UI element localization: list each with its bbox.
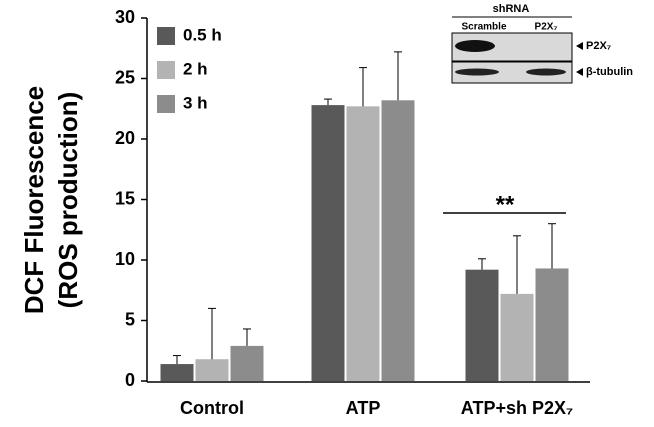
blot-band [455,68,499,76]
band-label: β-tubulin [586,66,633,78]
y-axis-label: (ROS production) [53,92,83,309]
bar [311,105,345,382]
bar [346,106,380,381]
blot-band [455,40,495,52]
blot-inset: shRNA Scramble P2X₇ P2X₇ β-tubulin [451,3,633,84]
bar [195,359,229,381]
y-tick-label: 0 [125,370,135,390]
y-tick-label: 30 [115,7,135,27]
arrow [576,68,583,76]
x-tick-label: ATP [346,398,381,418]
legend-label: 0.5 h [183,25,222,44]
bar [160,364,194,381]
legend-label: 3 h [183,93,208,112]
bar [381,100,415,381]
x-tick-label: Control [180,398,244,418]
bar [535,268,569,381]
bar [500,293,534,381]
significance-mark: ** [496,191,515,218]
legend-swatch [157,61,175,79]
bar [465,269,499,381]
arrow [576,42,583,50]
y-tick-label: 10 [115,249,135,269]
band-label: P2X₇ [586,40,611,52]
bar [230,345,264,381]
blot-panel [451,61,573,84]
blot-band [526,68,566,76]
y-tick-label: 5 [125,309,135,329]
legend-swatch [157,27,175,45]
y-tick-label: 25 [115,67,135,87]
lane-label: Scramble [461,22,506,33]
y-axis-label: DCF Fluorescence [19,86,49,314]
y-tick-label: 15 [115,188,135,208]
y-tick-label: 20 [115,128,135,148]
legend-swatch [157,95,175,113]
x-tick-label: ATP+sh P2X₇ [461,398,573,418]
inset-title: shRNA [493,3,530,15]
legend-label: 2 h [183,59,208,78]
lane-label: P2X₇ [535,22,558,33]
